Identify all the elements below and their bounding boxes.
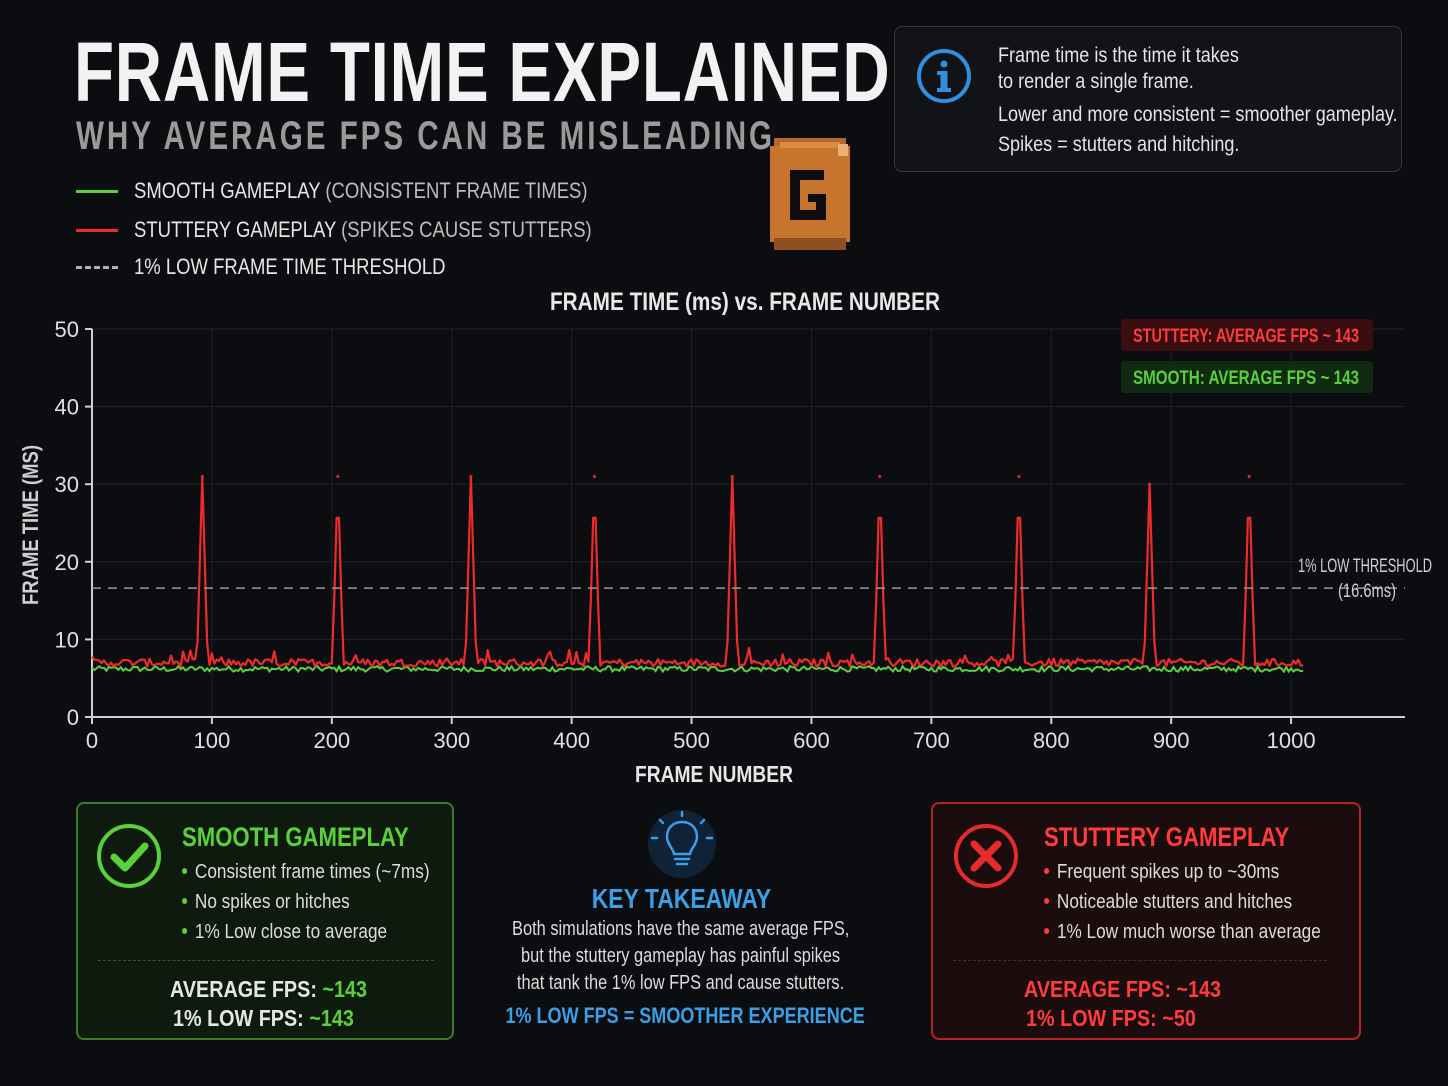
takeaway-cta: 1% LOW FPS = SMOOTHER EXPERIENCE: [505, 1003, 865, 1028]
annotation-label-1: STUTTERY: AVERAGE FPS ~ 143: [1133, 326, 1359, 347]
smooth-card-title: SMOOTH GAMEPLAY: [182, 822, 409, 852]
chart-series: [91, 474, 1304, 674]
info-line-3: Lower and more consistent = smoother gam…: [998, 103, 1398, 126]
legend-note-stuttery: (SPIKES CAUSE STUTTERS): [341, 217, 592, 242]
spike-point-9: [1247, 474, 1251, 478]
x-tick-label: 0: [86, 728, 98, 753]
x-tick-label: 600: [793, 728, 830, 753]
takeaway-line-3: that tank the 1% low FPS and cause stutt…: [517, 972, 845, 994]
spike-point-8: [1148, 482, 1152, 486]
legend-swatch-threshold: [76, 265, 118, 269]
info-line-1: Frame time is the time it takes: [998, 44, 1239, 67]
smooth-card-divider: [98, 960, 434, 961]
legend-item-threshold: 1% LOW FRAME TIME THRESHOLD: [76, 252, 505, 282]
legend-label-threshold: 1% LOW FRAME TIME THRESHOLD: [134, 254, 446, 279]
annotation-box-2: [1121, 361, 1373, 393]
takeaway-line-2: but the stuttery gameplay has painful sp…: [521, 945, 841, 967]
stuttery-stat-low: 1% LOW FPS: ~50: [1026, 1005, 1196, 1031]
takeaway-title: KEY TAKEAWAY: [591, 883, 771, 914]
chart-axes: 0 100 200 300 400 500 600 700 800 900 1000 0 10 20 30 4…: [18, 317, 1405, 787]
smooth-bullet-1: Consistent frame times (~7ms): [182, 861, 430, 884]
y-tick-label: 40: [55, 395, 79, 420]
legend-item-smooth: SMOOTH GAMEPLAY (CONSISTENT FRAME TIMES): [76, 176, 674, 206]
legend-label-smooth: SMOOTH GAMEPLAY: [134, 178, 321, 203]
x-tick-label: 800: [1033, 728, 1070, 753]
stuttery-gameplay-card: STUTTERY GAMEPLAY Frequent spikes up to …: [931, 802, 1361, 1040]
smooth-gameplay-card: SMOOTH GAMEPLAY Consistent frame times (…: [76, 802, 454, 1040]
stuttery-bullet-2: Noticeable stutters and hitches: [1044, 891, 1292, 914]
x-tick-label: 900: [1153, 728, 1190, 753]
spike-point-3: [469, 474, 473, 478]
x-tick-label: 200: [313, 728, 350, 753]
y-tick-label: 50: [55, 317, 79, 342]
spike-point-4: [592, 474, 596, 478]
smooth-stat-average: AVERAGE FPS: ~143: [170, 976, 367, 1002]
legend-label-stuttery: STUTTERY GAMEPLAY: [134, 217, 336, 242]
stuttery-bullet-3: 1% Low much worse than average: [1044, 921, 1321, 944]
spike-point-7: [1017, 474, 1021, 478]
y-tick-label: 10: [55, 627, 79, 652]
spike-point-1: [200, 474, 204, 478]
smooth-stat-low: 1% LOW FPS: ~143: [173, 1005, 354, 1031]
page-title: FRAME TIME EXPLAINED: [74, 25, 891, 119]
series-line-smooth: [91, 664, 1304, 674]
legend-item-stuttery: STUTTERY GAMEPLAY (SPIKES CAUSE STUTTERS…: [76, 215, 679, 245]
info-line-2: to render a single frame.: [998, 70, 1194, 93]
chart-title: FRAME TIME (ms) vs. FRAME NUMBER: [550, 288, 940, 316]
info-line-4: Spikes = stutters and hitching.: [998, 133, 1240, 156]
x-tick-label: 1000: [1267, 728, 1316, 753]
spike-point-5: [730, 474, 734, 478]
x-mark-icon: [954, 824, 1018, 888]
chart-threshold: 1% LOW THRESHOLD (16.6ms): [92, 556, 1432, 602]
spike-point-2: [336, 474, 340, 478]
info-box: Frame time is the time it takes to rende…: [894, 26, 1402, 172]
x-axis-label: FRAME NUMBER: [635, 761, 793, 787]
x-tick-label: 700: [913, 728, 950, 753]
stuttery-card-divider: [953, 960, 1327, 961]
smooth-bullet-3: 1% Low close to average: [182, 921, 387, 944]
stuttery-stat-average: AVERAGE FPS: ~143: [1024, 976, 1221, 1002]
frame-time-chart: FRAME TIME (ms) vs. FRAME NUMBER 0 100 200…: [18, 288, 1432, 787]
series-line-stuttery: [91, 475, 1304, 668]
info-icon: [917, 49, 971, 103]
legend-swatch-stuttery: [76, 228, 118, 232]
legend-swatch-smooth: [76, 189, 118, 193]
pixel-g-logo-icon: [770, 138, 850, 250]
threshold-sublabel: (16.6ms): [1338, 581, 1396, 602]
legend-note-smooth: (CONSISTENT FRAME TIMES): [325, 178, 588, 203]
chart-annotations: STUTTERY: AVERAGE FPS ~ 143 SMOOTH: AVERA…: [1121, 319, 1373, 393]
x-tick-label: 300: [433, 728, 470, 753]
smooth-bullet-2: No spikes or hitches: [182, 891, 350, 914]
stuttery-bullet-1: Frequent spikes up to ~30ms: [1044, 861, 1279, 884]
takeaway-line-1: Both simulations have the same average F…: [512, 918, 850, 940]
annotation-label-2: SMOOTH: AVERAGE FPS ~ 143: [1133, 368, 1359, 389]
spike-point-6: [878, 474, 882, 478]
stuttery-card-title: STUTTERY GAMEPLAY: [1044, 822, 1290, 852]
checkmark-icon: [97, 824, 161, 888]
y-tick-label: 30: [55, 472, 79, 497]
chart-grid: [92, 328, 1405, 717]
threshold-label: 1% LOW THRESHOLD: [1298, 556, 1432, 577]
annotation-box-1: [1121, 319, 1373, 351]
y-tick-label: 0: [67, 705, 79, 730]
x-tick-label: 100: [194, 728, 231, 753]
x-tick-label: 400: [553, 728, 590, 753]
page-subtitle: WHY AVERAGE FPS CAN BE MISLEADING: [76, 114, 776, 158]
y-axis-label: FRAME TIME (MS): [18, 445, 43, 605]
x-tick-label: 500: [673, 728, 710, 753]
y-tick-label: 20: [55, 550, 79, 575]
lightbulb-icon: [648, 810, 716, 878]
